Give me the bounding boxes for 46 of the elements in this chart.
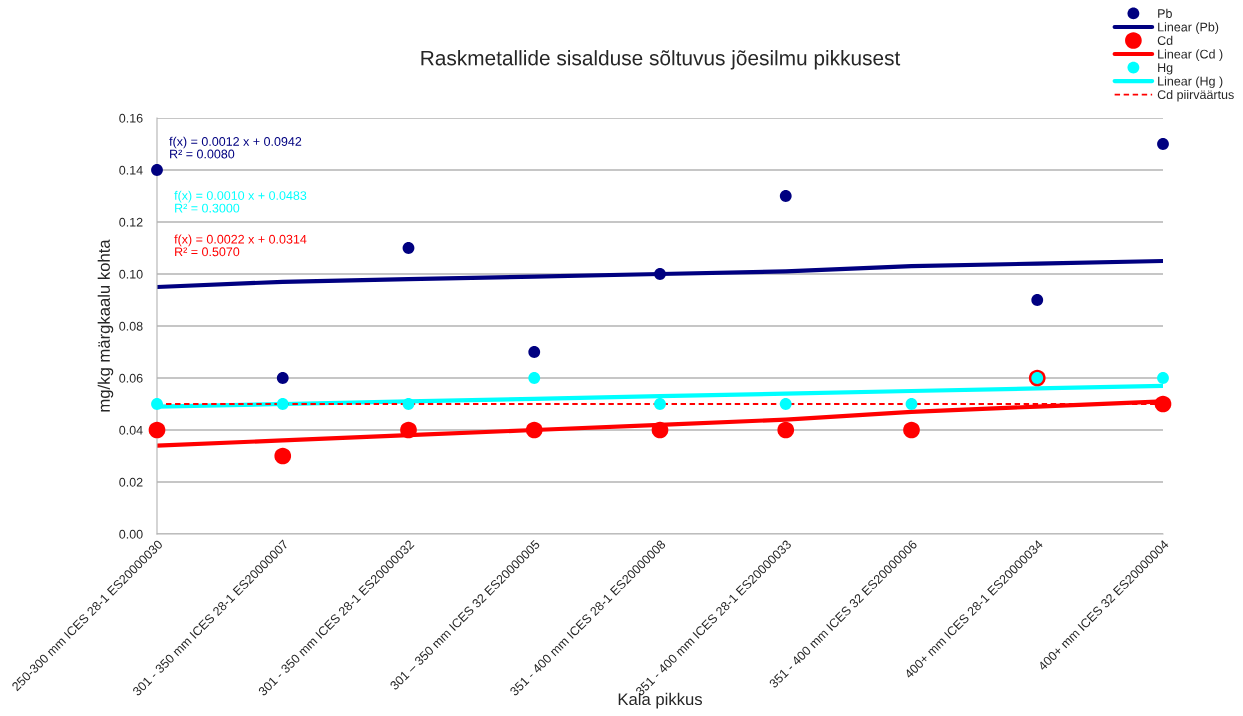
y-tick-label: 0.02 [119,477,143,487]
point [151,398,163,410]
y-tick-label: 0.04 [119,425,143,435]
annotation: f(x) = 0.0022 x + 0.0314 R² = 0.5070 [174,234,307,257]
legend-label: Hg [1158,63,1173,75]
point [654,398,666,410]
point [528,346,541,358]
legend-label: Cd [1157,35,1173,45]
point [151,164,163,176]
point [777,421,795,439]
legend-label: Pb [1158,8,1172,18]
legend-label: Linear (Cd ) [1158,49,1223,61]
point [1157,372,1169,384]
point [1154,395,1172,413]
point [276,372,289,384]
point [528,372,541,384]
y-tick-label: 0.10 [119,269,143,279]
point [400,421,417,439]
point [903,421,920,439]
y-tick-label: 0.12 [119,217,143,227]
annotation: f(x) = 0.0012 x + 0.0942 R² = 0.0080 [169,136,302,159]
legend-label: Linear (Pb) [1158,22,1219,34]
point [654,268,666,280]
y-tick-label: 0.08 [119,321,143,331]
point [905,398,918,410]
point [779,398,792,410]
point [1031,294,1044,306]
line-series [157,258,1163,290]
y-tick-label: 0.16 [119,113,143,123]
point [525,421,543,439]
point [274,447,292,465]
point [651,421,669,439]
legend-label: Cd piirväärtus [1157,89,1234,102]
annotation: f(x) = 0.0010 x + 0.0483 R² = 0.3000 [174,190,307,213]
point [779,190,792,202]
point [1157,138,1169,150]
y-tick-label: 0.00 [119,529,143,539]
y-tick-label: 0.14 [119,165,143,175]
legend-label: Linear (Hg ) [1158,76,1223,89]
point [402,242,415,254]
y-tick-label: 0.06 [119,373,143,383]
point [148,421,166,439]
point [276,398,289,410]
point [402,398,415,410]
chart-title: Raskmetallide sisalduse sõltuvus jõesilmu pikkusest [421,50,901,70]
y-axis-title: mg/kg märgkaalu kohta [97,239,114,412]
